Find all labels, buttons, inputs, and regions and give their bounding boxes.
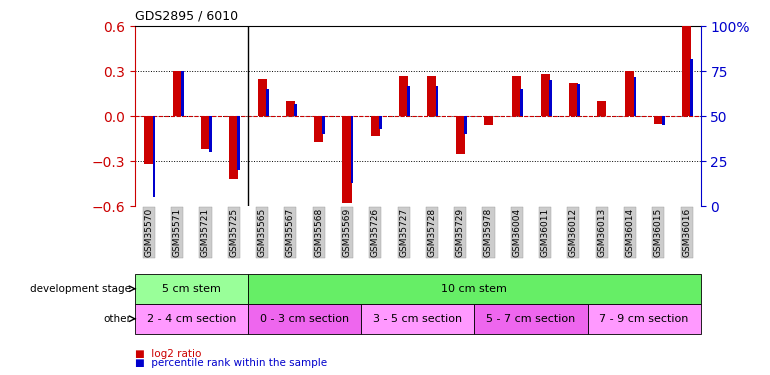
Bar [625, 71, 634, 116]
Text: 2 - 4 cm section: 2 - 4 cm section [146, 314, 236, 324]
Bar [323, 116, 325, 134]
Text: development stage: development stage [30, 284, 131, 294]
Bar [248, 274, 701, 304]
Bar [370, 116, 380, 136]
Bar [474, 304, 588, 334]
Bar [379, 116, 382, 129]
Bar [654, 116, 663, 124]
Bar [399, 76, 408, 116]
Bar [294, 104, 297, 116]
Bar [577, 84, 580, 116]
Bar [662, 116, 665, 125]
Text: 5 - 7 cm section: 5 - 7 cm section [487, 314, 575, 324]
Bar [407, 86, 410, 116]
Bar [541, 74, 550, 116]
Bar [181, 71, 184, 116]
Bar [144, 116, 153, 164]
Bar [690, 58, 693, 116]
Bar [361, 304, 474, 334]
Bar [569, 83, 578, 116]
Text: 10 cm stem: 10 cm stem [441, 284, 507, 294]
Text: GDS2895 / 6010: GDS2895 / 6010 [135, 10, 238, 23]
Text: ■  log2 ratio: ■ log2 ratio [135, 349, 201, 359]
Bar [597, 101, 606, 116]
Bar [209, 116, 212, 152]
Bar [588, 304, 701, 334]
Bar [484, 116, 493, 125]
Text: 3 - 5 cm section: 3 - 5 cm section [373, 314, 462, 324]
Bar [257, 79, 266, 116]
Bar [314, 116, 323, 142]
Bar [682, 26, 691, 116]
Text: other: other [103, 314, 131, 324]
Text: 0 - 3 cm section: 0 - 3 cm section [260, 314, 349, 324]
Bar [521, 89, 524, 116]
Bar [135, 304, 248, 334]
Bar [152, 116, 156, 197]
Bar [343, 116, 352, 203]
Bar [229, 116, 239, 179]
Bar [172, 71, 182, 116]
Bar [464, 116, 467, 134]
Text: 7 - 9 cm section: 7 - 9 cm section [599, 314, 689, 324]
Bar [549, 80, 551, 116]
Bar [201, 116, 210, 149]
Bar [237, 116, 240, 170]
Bar [266, 89, 269, 116]
Bar [427, 76, 437, 116]
Bar [350, 116, 353, 183]
Bar [286, 101, 295, 116]
Bar [634, 76, 637, 116]
Bar [512, 76, 521, 116]
Bar [135, 274, 248, 304]
Bar [456, 116, 465, 154]
Bar [248, 304, 361, 334]
Bar [436, 86, 438, 116]
Text: 5 cm stem: 5 cm stem [162, 284, 221, 294]
Text: ■  percentile rank within the sample: ■ percentile rank within the sample [135, 358, 327, 368]
